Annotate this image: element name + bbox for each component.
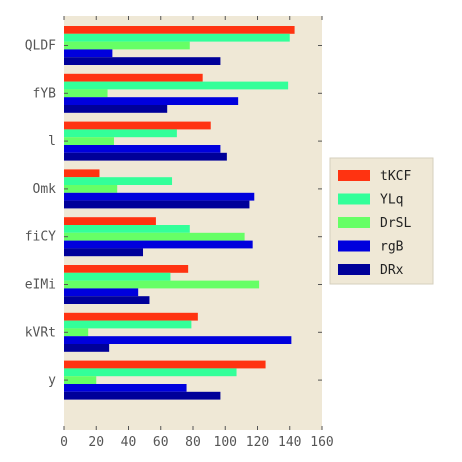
y-tick-label: kVRt	[25, 325, 56, 340]
x-tick-label: 100	[214, 435, 237, 450]
y-tick-label: eIMi	[25, 278, 56, 293]
bar-YLq-fiCY	[64, 225, 190, 233]
y-tick-label: QLDF	[25, 39, 56, 54]
bar-DrSL-y	[64, 376, 97, 384]
legend-label-rgB: rgB	[380, 240, 404, 255]
bar-tKCF-y	[64, 360, 266, 369]
y-tick-label: fYB	[33, 86, 57, 101]
y-axis: QLDF fYB l Omk fiCY eIMi kVRt y	[25, 39, 322, 388]
bar-DrSL-QLDF	[64, 41, 190, 50]
legend-swatch-DrSL	[338, 217, 370, 228]
bar-rgB-l	[64, 145, 221, 153]
bar-DrSL-Omk	[64, 185, 118, 193]
bar-DRx-Omk	[64, 200, 250, 209]
x-tick-label: 160	[310, 435, 333, 450]
bars-group	[64, 26, 295, 400]
legend-label-DrSL: DrSL	[380, 216, 411, 231]
bar-DrSL-eIMi	[64, 280, 260, 289]
y-tick-label: Omk	[33, 182, 57, 197]
legend-label-YLq: YLq	[380, 193, 403, 208]
bar-tKCF-eIMi	[64, 265, 189, 273]
bar-YLq-kVRt	[64, 320, 192, 329]
x-tick-label: 120	[246, 435, 269, 450]
legend: tKCF YLq DrSL rgB DRx	[329, 157, 434, 285]
legend-label-DRx: DRx	[380, 263, 404, 278]
x-tick-label: 140	[278, 435, 301, 450]
legend-swatch-DRx	[338, 264, 370, 275]
bar-DRx-kVRt	[64, 344, 110, 352]
bar-YLq-eIMi	[64, 272, 171, 281]
bar-YLq-l	[64, 129, 177, 138]
x-tick-label: 0	[60, 435, 68, 450]
bar-DRx-y	[64, 391, 221, 400]
bar-tKCF-fiCY	[64, 217, 156, 225]
x-tick-label: 80	[185, 435, 201, 450]
bar-DRx-fiCY	[64, 248, 144, 257]
bar-DRx-eIMi	[64, 296, 150, 304]
bar-YLq-y	[64, 368, 237, 377]
bar-tKCF-QLDF	[64, 26, 295, 34]
bar-DRx-l	[64, 152, 227, 161]
bar-DRx-fYB	[64, 105, 168, 113]
y-tick-label: fiCY	[25, 230, 56, 245]
legend-swatch-rgB	[338, 240, 370, 252]
bar-DrSL-l	[64, 137, 114, 145]
bar-rgB-kVRt	[64, 336, 292, 344]
bar-rgB-fYB	[64, 97, 239, 105]
legend-swatch-tKCF	[338, 170, 370, 181]
bar-YLq-Omk	[64, 177, 173, 185]
legend-swatch-YLq	[338, 193, 370, 205]
bar-rgB-QLDF	[64, 49, 113, 58]
bar-tKCF-l	[64, 121, 211, 130]
bar-tKCF-Omk	[64, 169, 100, 178]
x-axis: 0 20 40 60 80 100 120 140 160	[60, 16, 334, 450]
bar-rgB-eIMi	[64, 288, 139, 297]
legend-label-tKCF: tKCF	[380, 169, 411, 184]
y-tick-label: l	[48, 134, 56, 149]
y-tick-label: y	[48, 373, 56, 388]
bar-rgB-fiCY	[64, 240, 253, 249]
x-tick-label: 40	[121, 435, 137, 450]
bar-DrSL-fiCY	[64, 232, 245, 241]
bar-DRx-QLDF	[64, 57, 221, 65]
x-tick-label: 60	[153, 435, 169, 450]
bar-YLq-fYB	[64, 81, 289, 90]
bar-tKCF-kVRt	[64, 312, 198, 321]
bar-tKCF-fYB	[64, 73, 203, 82]
bar-YLq-QLDF	[64, 33, 290, 42]
bar-DrSL-fYB	[64, 89, 108, 98]
bar-rgB-Omk	[64, 192, 255, 201]
bar-rgB-y	[64, 384, 187, 392]
x-tick-label: 20	[88, 435, 104, 450]
bar-DrSL-kVRt	[64, 328, 89, 337]
